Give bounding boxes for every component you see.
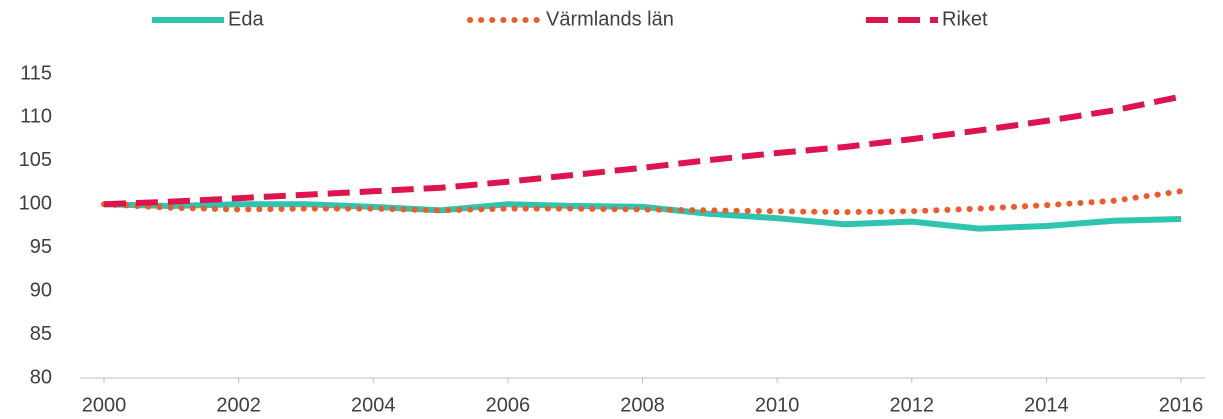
y-tick-label: 85 — [30, 323, 52, 345]
legend-label: Eda — [228, 8, 264, 30]
series-line — [101, 188, 1184, 216]
legend-label: Riket — [942, 8, 988, 30]
y-tick-label: 100 — [19, 193, 52, 215]
x-tick-label: 2006 — [486, 394, 531, 416]
x-tick-label: 2016 — [1159, 394, 1204, 416]
x-tick-label: 2002 — [216, 394, 261, 416]
x-tick-label: 2014 — [1024, 394, 1069, 416]
x-tick-label: 2008 — [620, 394, 665, 416]
y-tick-label: 90 — [30, 279, 52, 301]
x-tick-label: 2010 — [755, 394, 800, 416]
y-tick-label: 115 — [20, 62, 52, 84]
x-tick-label: 2012 — [890, 394, 935, 416]
x-tick-label: 2000 — [82, 394, 127, 416]
y-tick-label: 95 — [30, 236, 52, 258]
y-tick-label: 110 — [20, 106, 52, 128]
legend-label: Värmlands län — [546, 8, 674, 30]
series-line — [103, 201, 1182, 232]
y-tick-label: 105 — [19, 149, 52, 171]
x-tick-label: 2004 — [351, 394, 396, 416]
y-tick-label: 80 — [30, 366, 52, 388]
series-line — [103, 93, 1182, 208]
